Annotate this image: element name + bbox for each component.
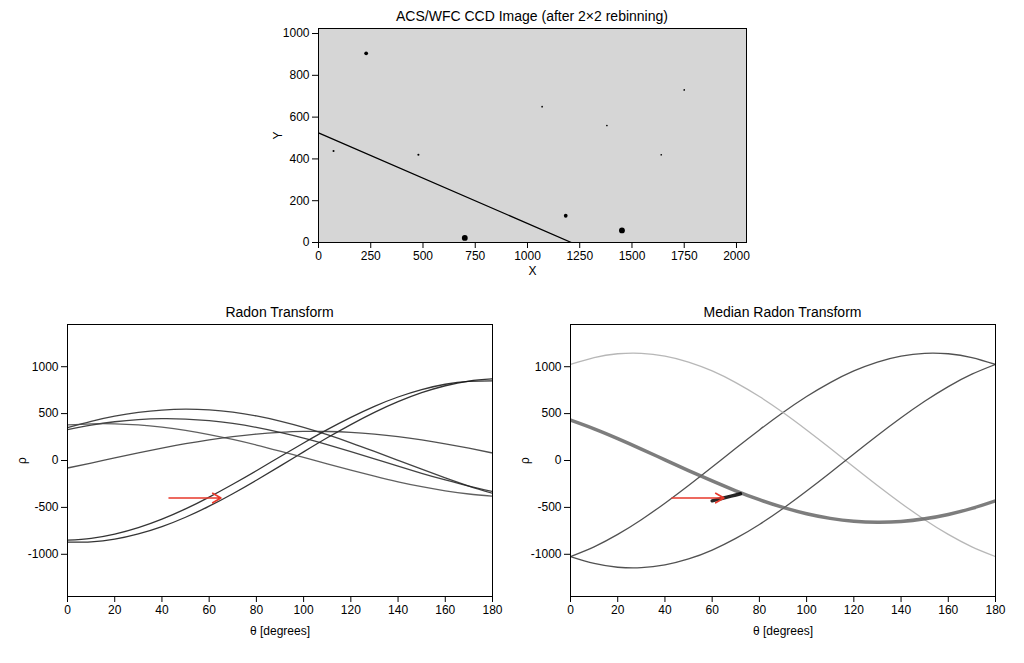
svg-text:1000: 1000: [535, 360, 562, 374]
svg-text:θ [degrees]: θ [degrees]: [250, 624, 310, 638]
svg-text:40: 40: [658, 603, 672, 617]
svg-text:1500: 1500: [619, 249, 646, 263]
svg-text:1000: 1000: [32, 360, 59, 374]
svg-text:θ [degrees]: θ [degrees]: [753, 624, 813, 638]
svg-text:160: 160: [938, 603, 958, 617]
svg-text:60: 60: [202, 603, 216, 617]
svg-text:60: 60: [705, 603, 719, 617]
svg-text:500: 500: [541, 406, 561, 420]
svg-text:250: 250: [361, 249, 381, 263]
svg-text:1000: 1000: [514, 249, 541, 263]
svg-text:80: 80: [753, 603, 767, 617]
svg-text:0: 0: [52, 453, 59, 467]
svg-text:Y: Y: [271, 131, 285, 139]
svg-text:ρ: ρ: [15, 457, 29, 464]
svg-text:0: 0: [64, 603, 71, 617]
svg-text:40: 40: [155, 603, 169, 617]
svg-text:120: 120: [844, 603, 864, 617]
svg-text:200: 200: [289, 194, 309, 208]
html-text:Median Radon Transform: Median Radon Transform: [703, 304, 862, 320]
svg-text:100: 100: [797, 603, 817, 617]
html-text:ACS/WFC CCD Image (after 2×2 r: ACS/WFC CCD Image (after 2×2 rebinning): [396, 8, 668, 24]
svg-text:750: 750: [465, 249, 485, 263]
svg-text:1750: 1750: [671, 249, 698, 263]
svg-text:100: 100: [294, 603, 314, 617]
svg-text:1000: 1000: [283, 26, 310, 40]
svg-text:20: 20: [611, 603, 625, 617]
svg-text:1250: 1250: [566, 249, 593, 263]
svg-text:160: 160: [435, 603, 455, 617]
svg-text:-1000: -1000: [28, 547, 59, 561]
svg-text:500: 500: [413, 249, 433, 263]
svg-text:0: 0: [315, 249, 322, 263]
svg-text:140: 140: [388, 603, 408, 617]
svg-text:80: 80: [250, 603, 264, 617]
svg-text:180: 180: [985, 603, 1005, 617]
svg-text:180: 180: [482, 603, 502, 617]
svg-text:0: 0: [303, 235, 310, 249]
svg-text:2000: 2000: [723, 249, 750, 263]
svg-text:800: 800: [289, 68, 309, 82]
svg-text:140: 140: [891, 603, 911, 617]
svg-text:0: 0: [567, 603, 574, 617]
svg-text:600: 600: [289, 110, 309, 124]
svg-text:500: 500: [38, 406, 58, 420]
svg-text:ρ: ρ: [518, 457, 532, 464]
svg-text:-500: -500: [34, 500, 58, 514]
html-text:Radon Transform: Radon Transform: [225, 304, 334, 320]
svg-text:X: X: [528, 264, 536, 278]
svg-text:400: 400: [289, 152, 309, 166]
svg-text:-500: -500: [537, 500, 561, 514]
svg-text:0: 0: [555, 453, 562, 467]
svg-text:120: 120: [341, 603, 361, 617]
svg-text:20: 20: [108, 603, 122, 617]
svg-text:-1000: -1000: [531, 547, 562, 561]
